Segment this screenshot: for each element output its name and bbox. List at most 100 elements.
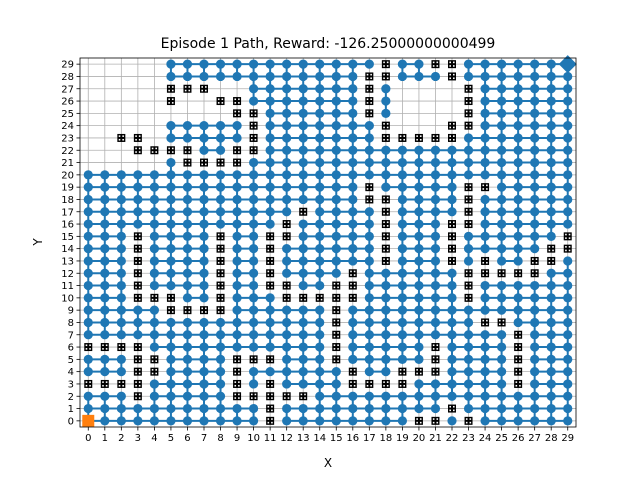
obstacle-marker bbox=[431, 368, 439, 376]
path-point bbox=[381, 355, 390, 364]
path-point bbox=[464, 379, 473, 388]
path-point bbox=[332, 158, 341, 167]
path-point bbox=[216, 183, 225, 192]
y-tick-label: 23 bbox=[61, 133, 74, 144]
path-point bbox=[398, 256, 407, 265]
obstacle-marker bbox=[200, 159, 208, 167]
obstacle-marker bbox=[465, 97, 473, 105]
path-point bbox=[199, 318, 208, 327]
path-point bbox=[563, 146, 572, 155]
path-point bbox=[514, 133, 523, 142]
path-point bbox=[514, 219, 523, 228]
path-point bbox=[480, 281, 489, 290]
obstacle-marker bbox=[117, 134, 125, 142]
y-tick-label: 1 bbox=[68, 404, 74, 415]
path-point bbox=[563, 183, 572, 192]
path-point bbox=[381, 96, 390, 105]
path-point bbox=[249, 342, 258, 351]
path-point bbox=[431, 404, 440, 413]
path-point bbox=[414, 379, 423, 388]
obstacle-marker bbox=[316, 294, 324, 302]
path-point bbox=[84, 244, 93, 253]
path-point bbox=[315, 281, 324, 290]
y-axis-label: Y bbox=[31, 238, 45, 247]
path-point bbox=[216, 195, 225, 204]
path-point bbox=[150, 416, 159, 425]
path-point bbox=[183, 133, 192, 142]
path-point bbox=[249, 269, 258, 278]
path-point bbox=[150, 244, 159, 253]
y-tick-label: 19 bbox=[61, 183, 74, 194]
path-point bbox=[414, 355, 423, 364]
x-tick-label: 20 bbox=[413, 433, 426, 444]
path-point bbox=[464, 256, 473, 265]
path-point bbox=[464, 244, 473, 253]
obstacle-marker bbox=[283, 294, 291, 302]
path-point bbox=[183, 244, 192, 253]
obstacle-marker bbox=[150, 294, 158, 302]
path-point bbox=[414, 281, 423, 290]
path-point bbox=[497, 96, 506, 105]
path-point bbox=[166, 355, 175, 364]
path-point bbox=[563, 269, 572, 278]
obstacle-marker bbox=[349, 269, 357, 277]
obstacle-marker bbox=[398, 368, 406, 376]
path-point bbox=[100, 367, 109, 376]
path-point bbox=[315, 146, 324, 155]
path-point bbox=[133, 404, 142, 413]
path-point bbox=[166, 318, 175, 327]
path-point bbox=[348, 404, 357, 413]
path-point bbox=[563, 72, 572, 81]
obstacle-marker bbox=[233, 146, 241, 154]
path-point bbox=[348, 232, 357, 241]
path-point bbox=[414, 269, 423, 278]
y-tick-label: 29 bbox=[61, 60, 74, 71]
path-point bbox=[414, 256, 423, 265]
path-point bbox=[299, 219, 308, 228]
path-point bbox=[365, 232, 374, 241]
path-point bbox=[514, 183, 523, 192]
path-point bbox=[563, 207, 572, 216]
path-point bbox=[530, 244, 539, 253]
obstacle-marker bbox=[183, 146, 191, 154]
path-point bbox=[315, 72, 324, 81]
path-point bbox=[183, 367, 192, 376]
path-point bbox=[199, 244, 208, 253]
path-point bbox=[497, 293, 506, 302]
path-point bbox=[447, 183, 456, 192]
path-point bbox=[332, 392, 341, 401]
path-point bbox=[199, 355, 208, 364]
path-point bbox=[299, 158, 308, 167]
y-tick-label: 2 bbox=[68, 392, 74, 403]
path-point bbox=[431, 72, 440, 81]
path-point bbox=[84, 232, 93, 241]
obstacle-marker bbox=[101, 343, 109, 351]
path-point bbox=[332, 269, 341, 278]
x-tick-label: 24 bbox=[479, 433, 492, 444]
path-point bbox=[166, 158, 175, 167]
path-point bbox=[547, 158, 556, 167]
path-point bbox=[530, 355, 539, 364]
obstacle-marker bbox=[134, 380, 142, 388]
path-point bbox=[183, 207, 192, 216]
obstacle-marker bbox=[217, 294, 225, 302]
path-point bbox=[266, 367, 275, 376]
path-point bbox=[249, 244, 258, 253]
path-point bbox=[282, 207, 291, 216]
path-point bbox=[282, 96, 291, 105]
obstacle-marker bbox=[266, 232, 274, 240]
path-point bbox=[547, 293, 556, 302]
path-point bbox=[414, 244, 423, 253]
path-point bbox=[282, 269, 291, 278]
path-point bbox=[563, 281, 572, 290]
path-point bbox=[563, 416, 572, 425]
path-point bbox=[232, 232, 241, 241]
path-point bbox=[530, 158, 539, 167]
path-point bbox=[282, 158, 291, 167]
path-point bbox=[348, 121, 357, 130]
path-point bbox=[497, 146, 506, 155]
path-point bbox=[84, 281, 93, 290]
path-point bbox=[464, 392, 473, 401]
x-tick-label: 8 bbox=[217, 433, 223, 444]
obstacle-marker bbox=[431, 355, 439, 363]
